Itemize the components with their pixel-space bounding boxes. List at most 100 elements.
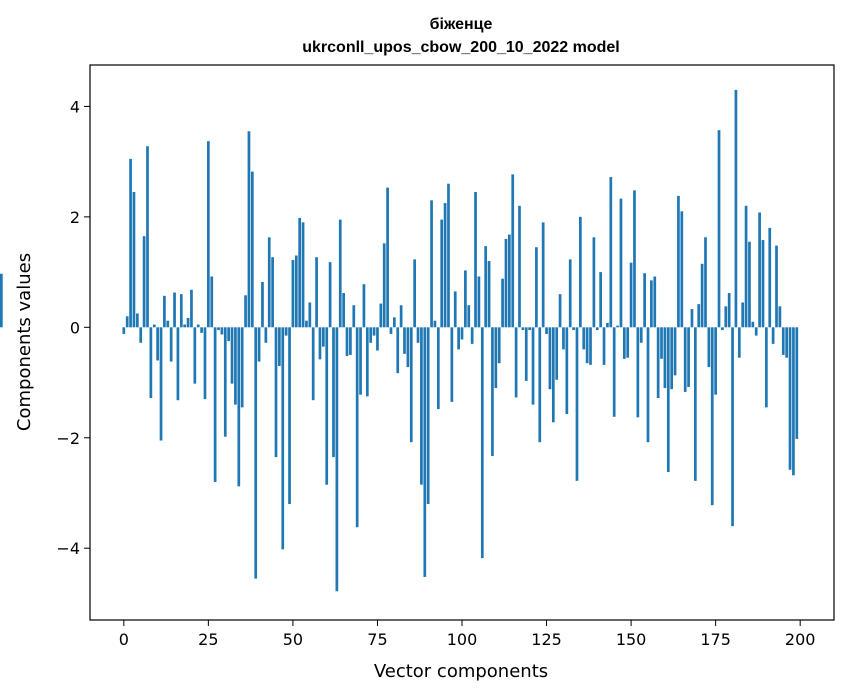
- bar: [207, 141, 210, 328]
- bar: [562, 327, 565, 350]
- bar: [474, 192, 477, 328]
- bar: [524, 327, 528, 381]
- bar: [748, 241, 751, 328]
- bar: [321, 327, 325, 347]
- bar: [771, 327, 775, 344]
- chart-subtitle: ukrconll_upos_cbow_200_10_2022 model: [302, 39, 619, 56]
- bar: [497, 327, 501, 364]
- bar: [626, 327, 630, 358]
- bar: [612, 327, 616, 417]
- bar: [240, 327, 244, 408]
- bar: [494, 327, 498, 389]
- x-tick-label: 100: [447, 630, 478, 649]
- bar: [426, 327, 430, 505]
- bar: [724, 306, 728, 328]
- bar: [504, 238, 508, 328]
- bar: [173, 292, 176, 328]
- bar: [257, 327, 261, 362]
- bar: [403, 327, 406, 354]
- bar: [606, 322, 609, 328]
- bar: [704, 237, 707, 328]
- bar: [650, 280, 653, 328]
- bar: [656, 327, 660, 398]
- bar: [305, 320, 308, 328]
- bar: [298, 217, 302, 328]
- x-axis-label: Vector components: [374, 661, 548, 682]
- bar: [416, 327, 420, 343]
- bar: [129, 158, 132, 328]
- bar: [592, 237, 596, 328]
- bar: [436, 327, 440, 410]
- x-axis-ticks: 0 25 50 75 100 125 150 175 200: [119, 620, 815, 649]
- bar: [365, 327, 369, 397]
- y-tick-label: 2: [70, 208, 80, 227]
- y-tick-label: 0: [70, 318, 80, 337]
- bar: [639, 327, 643, 343]
- bar: [585, 327, 589, 364]
- bar: [413, 259, 417, 328]
- bar: [261, 282, 264, 328]
- bar: [220, 327, 224, 335]
- bar: [761, 240, 765, 328]
- x-tick-label: 175: [700, 630, 731, 649]
- bar: [599, 272, 603, 328]
- bar: [250, 171, 254, 328]
- bar: [660, 327, 663, 359]
- bar: [135, 313, 139, 328]
- bar: [501, 278, 504, 328]
- bar: [278, 327, 281, 366]
- bar: [477, 276, 481, 328]
- bar: [362, 284, 366, 328]
- bar: [792, 327, 795, 476]
- bar: [714, 327, 717, 395]
- bar: [163, 295, 166, 328]
- bar: [342, 293, 345, 328]
- bar: [125, 316, 129, 328]
- bar: [315, 257, 318, 328]
- bar: [565, 327, 569, 415]
- bar: [663, 327, 667, 389]
- y-tick-label: 4: [70, 97, 80, 116]
- bar: [359, 327, 362, 395]
- bar: [142, 236, 146, 328]
- bar: [646, 327, 650, 443]
- bar: [179, 294, 183, 328]
- bar: [227, 327, 231, 342]
- bar: [193, 327, 197, 384]
- bar: [183, 324, 187, 328]
- bar: [785, 327, 789, 358]
- bar: [535, 247, 538, 328]
- bar: [548, 327, 552, 390]
- bar: [247, 131, 251, 328]
- bar: [281, 327, 285, 550]
- bar: [636, 327, 640, 418]
- bar: [234, 327, 237, 405]
- bar: [190, 289, 193, 328]
- bar: [132, 192, 136, 328]
- bar: [781, 327, 785, 355]
- bar: [420, 327, 423, 485]
- bar: [734, 89, 738, 328]
- bar: [558, 294, 562, 328]
- bar: [203, 327, 207, 400]
- bar: [582, 327, 586, 350]
- bar: [152, 324, 156, 328]
- bar: [737, 327, 741, 358]
- bar: [460, 327, 464, 340]
- bar: [616, 325, 619, 328]
- bar: [294, 255, 298, 328]
- bar: [264, 327, 268, 343]
- bar: [528, 327, 531, 331]
- bar: [450, 327, 454, 402]
- bar: [156, 327, 159, 361]
- bar: [389, 327, 393, 334]
- chart-title: біженце: [430, 16, 493, 33]
- bar: [541, 222, 545, 328]
- bar: [332, 327, 335, 458]
- bar: [602, 327, 606, 365]
- bar: [551, 327, 555, 423]
- bar: [288, 327, 291, 505]
- bar: [166, 320, 170, 328]
- bar: [447, 183, 450, 328]
- bar: [666, 327, 670, 472]
